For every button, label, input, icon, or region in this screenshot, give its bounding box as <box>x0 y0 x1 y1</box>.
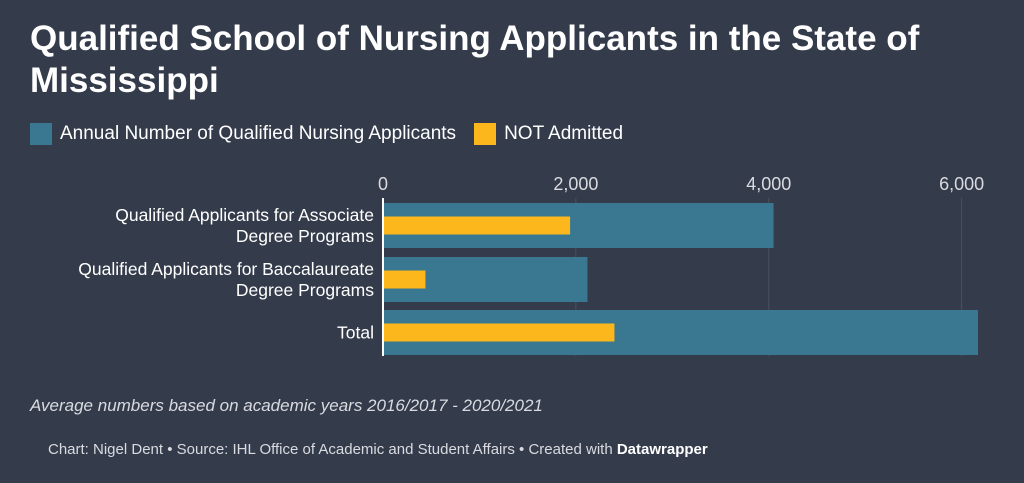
category-label: Degree Programs <box>236 280 374 300</box>
category-label: Total <box>337 323 374 343</box>
bar-not-admitted <box>383 323 615 342</box>
legend-swatch-applicants <box>30 123 52 145</box>
x-tick-label: 4,000 <box>746 174 791 194</box>
chart-footer: Chart: Nigel Dent • Source: IHL Office o… <box>48 441 708 458</box>
x-tick-label: 6,000 <box>939 174 984 194</box>
bar-chart: 0 2,000 4,000 6,000 Qualified Applicants for… <box>78 174 984 356</box>
footer-credits: Chart: Nigel Dent • Source: IHL Office o… <box>48 441 617 458</box>
bar-not-admitted <box>383 270 426 289</box>
category-label: Degree Programs <box>236 226 374 246</box>
legend-swatch-not-admitted <box>474 123 497 145</box>
legend-item-applicants: Annual Number of Qualified Nursing Appli… <box>30 123 456 145</box>
chart-title: Qualified School of Nursing Applicants i… <box>30 19 920 100</box>
legend: Annual Number of Qualified Nursing Appli… <box>30 122 641 146</box>
legend-label-not-admitted: NOT Admitted <box>504 123 624 144</box>
chart-note: Average numbers based on academic years … <box>30 396 543 415</box>
category-label: Qualified Applicants for Baccalaureate <box>78 259 374 279</box>
legend-item-not-admitted: NOT Admitted <box>474 123 623 145</box>
x-tick-label: 0 <box>378 174 388 194</box>
legend-label-applicants: Annual Number of Qualified Nursing Appli… <box>60 123 457 144</box>
bar-not-admitted <box>383 216 571 235</box>
x-tick-label: 2,000 <box>553 174 598 194</box>
category-label: Qualified Applicants for Associate <box>115 205 374 225</box>
footer-brand[interactable]: Datawrapper <box>616 441 708 458</box>
